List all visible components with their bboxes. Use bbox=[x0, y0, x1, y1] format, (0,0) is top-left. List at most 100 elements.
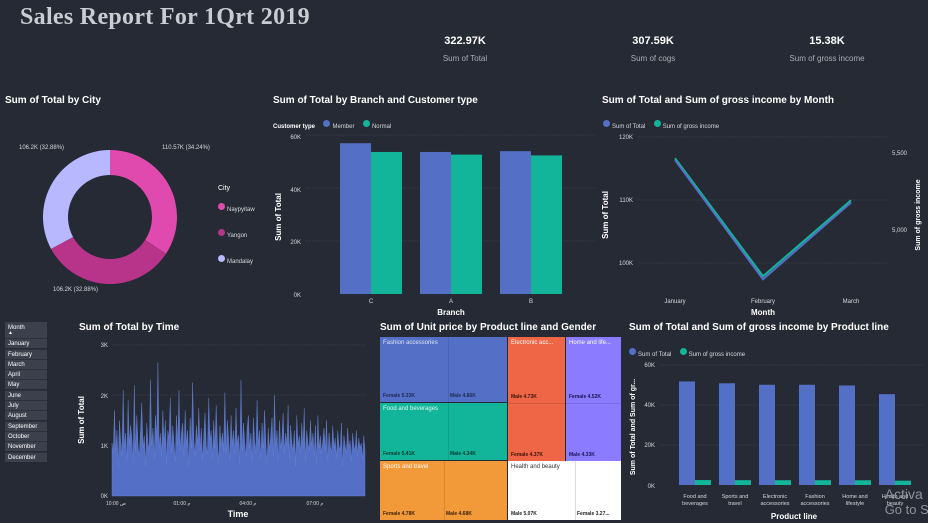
x-tick-label: Home and bbox=[842, 494, 867, 500]
tile-value-female: Female 5.33K bbox=[383, 393, 415, 399]
legend-item-sum-of-total[interactable]: Sum of Total bbox=[603, 115, 649, 132]
bar-total-3[interactable] bbox=[799, 384, 815, 485]
x-tick-label: Food and bbox=[683, 494, 706, 500]
slicer-item-january[interactable]: January bbox=[5, 338, 47, 349]
bar-member-c[interactable] bbox=[340, 143, 371, 294]
y-tick-label: 120K bbox=[619, 135, 633, 141]
bar-normal-a[interactable] bbox=[451, 154, 482, 294]
tile-value-male: Male 4.86K bbox=[450, 393, 476, 399]
legend-dot-icon bbox=[629, 348, 636, 356]
watermark-line2: Go to Se bbox=[884, 502, 928, 517]
bar-member-b[interactable] bbox=[500, 151, 531, 294]
x-tick-label: travel bbox=[728, 501, 741, 507]
donut-slice-mandalay[interactable] bbox=[42, 150, 110, 249]
y-tick-label: 110K bbox=[619, 198, 633, 204]
legend-dot-icon bbox=[323, 120, 331, 128]
bar-gross-income-1[interactable] bbox=[735, 480, 751, 485]
legend-label: Sum of gross income bbox=[688, 352, 746, 358]
slicer-item-august[interactable]: August bbox=[5, 410, 47, 421]
x-tick-label: beauty bbox=[887, 501, 904, 507]
time-area-chart[interactable]: 3K 2K 1K 0K 10:00 ص 01:00 م 04:00 م 07:0… bbox=[72, 335, 372, 520]
legend-item-sum-of-total[interactable]: Sum of Total bbox=[629, 343, 675, 360]
city-chart-title: Sum of Total by City bbox=[5, 95, 101, 106]
bar-total-1[interactable] bbox=[719, 383, 735, 485]
legend-dot-icon bbox=[679, 348, 687, 356]
legend-item-member[interactable]: Member bbox=[323, 115, 358, 132]
sort-caret-icon[interactable]: ▲ bbox=[8, 330, 13, 336]
x-tick-label: accessories bbox=[760, 501, 789, 507]
legend-item-yangon[interactable]: Yangon bbox=[218, 224, 259, 242]
y2-tick-label: 5,500 bbox=[892, 151, 908, 157]
slicer-header[interactable]: Month ▲ bbox=[5, 322, 47, 338]
bar-gross-income-3[interactable] bbox=[815, 480, 831, 485]
donut-slice-naypyitaw[interactable] bbox=[110, 150, 177, 254]
slicer-item-july[interactable]: July bbox=[5, 400, 47, 411]
treemap-tile-electronic[interactable]: Electronic acc... Male 4.73K Female 4.37… bbox=[508, 337, 566, 461]
donut-label-mandalay: 106.2K (32.88%) bbox=[19, 145, 65, 151]
treemap-title: Sum of Unit price by Product line and Ge… bbox=[380, 322, 597, 333]
slicer-items: January February March April May June July Augu… bbox=[5, 338, 47, 462]
treemap-tile-fashion[interactable]: Fashion accessories Female 5.33K Male 4.… bbox=[380, 337, 508, 403]
y-tick-label: 60K bbox=[644, 363, 655, 369]
slicer-item-october[interactable]: October bbox=[5, 430, 47, 441]
slicer-item-april[interactable]: April bbox=[5, 369, 47, 380]
treemap-tile-food[interactable]: Food and beverages Female 5.41K Male 4.3… bbox=[380, 403, 508, 461]
x-tick-label: lifestyle bbox=[846, 501, 864, 507]
legend-item-naypyitaw[interactable]: Naypyitaw bbox=[218, 198, 259, 216]
slicer-item-june[interactable]: June bbox=[5, 389, 47, 400]
legend-item-mandalay[interactable]: Mandalay bbox=[218, 250, 259, 268]
bar-normal-c[interactable] bbox=[371, 151, 402, 294]
product-gender-treemap[interactable]: Fashion accessories Female 5.33K Male 4.… bbox=[380, 337, 621, 520]
y-tick-label: 20K bbox=[644, 443, 655, 449]
city-donut-chart[interactable] bbox=[30, 132, 190, 302]
y-tick-label: 0K bbox=[648, 484, 655, 490]
bar-member-a[interactable] bbox=[420, 151, 451, 294]
kpi-label: Sum of gross income bbox=[789, 54, 865, 63]
bar-gross-income-0[interactable] bbox=[695, 480, 711, 485]
x-tick-label: A bbox=[449, 299, 453, 305]
donut-slice-yangon[interactable] bbox=[51, 236, 167, 284]
slicer-item-december[interactable]: December bbox=[5, 451, 47, 462]
y-tick-label: 100K bbox=[619, 261, 633, 267]
tile-label: Health and beauty bbox=[511, 464, 560, 470]
tile-value-male: Male 4.34K bbox=[450, 451, 476, 457]
legend-item-sum-of-gross-income[interactable]: Sum of gross income bbox=[653, 115, 723, 132]
month-slicer[interactable]: Month ▲ January February March April May June… bbox=[5, 322, 47, 462]
bar-total-5[interactable] bbox=[879, 394, 895, 485]
month-legend: Sum of Total Sum of gross income bbox=[603, 115, 723, 133]
bar-normal-b[interactable] bbox=[531, 155, 562, 294]
x-axis-title: Product line bbox=[771, 512, 818, 521]
y2-axis-title: Sum of gross income bbox=[915, 179, 922, 250]
bar-gross-income-5[interactable] bbox=[895, 480, 911, 485]
x-tick-label: accessories bbox=[800, 501, 829, 507]
tile-label: Food and beverages bbox=[383, 406, 439, 412]
x-tick-label: February bbox=[751, 299, 775, 305]
treemap-tile-home[interactable]: Home and life... Female 4.52K Male 4.33K bbox=[566, 337, 621, 461]
bar-total-4[interactable] bbox=[839, 385, 855, 485]
slicer-item-november[interactable]: November bbox=[5, 441, 47, 452]
slicer-item-september[interactable]: September bbox=[5, 420, 47, 431]
slicer-item-february[interactable]: February bbox=[5, 348, 47, 359]
bar-gross-income-4[interactable] bbox=[855, 480, 871, 485]
product-bar-chart[interactable]: 60K 40K 20K 0K Product line Sum of Total… bbox=[624, 355, 928, 523]
bar-total-0[interactable] bbox=[679, 381, 695, 485]
treemap-tile-sports[interactable]: Sports and travel Female 4.78K Male 4.68… bbox=[380, 461, 508, 520]
tile-value-female: Female 5.41K bbox=[383, 451, 415, 457]
tile-divider bbox=[508, 403, 565, 404]
slicer-item-march[interactable]: March bbox=[5, 358, 47, 369]
tile-value-2: Male 4.33K bbox=[569, 452, 595, 458]
branch-legend-title: Customer type bbox=[273, 124, 316, 130]
legend-item-sum-of-gross-income[interactable]: Sum of gross income bbox=[679, 343, 749, 360]
legend-dot-icon bbox=[653, 120, 661, 128]
legend-item-normal[interactable]: Normal bbox=[362, 115, 395, 132]
branch-bar-chart[interactable]: 60K 40K 20K 0K C A B Branch Sum of Total bbox=[270, 125, 600, 320]
tile-label: Electronic acc... bbox=[511, 340, 554, 346]
city-legend-title: City bbox=[218, 185, 231, 192]
treemap-tile-health[interactable]: Health and beauty Male 5.07K Female 3.27… bbox=[508, 461, 621, 520]
slicer-item-may[interactable]: May bbox=[5, 379, 47, 390]
bar-gross-income-2[interactable] bbox=[775, 480, 791, 485]
month-line-chart[interactable]: 120K 110K 100K 5,500 5,000 January Febru… bbox=[598, 125, 928, 320]
tile-divider bbox=[448, 337, 449, 402]
bar-total-2[interactable] bbox=[759, 384, 775, 485]
city-legend: City Naypyitaw Yangon Mandalay bbox=[218, 185, 259, 268]
